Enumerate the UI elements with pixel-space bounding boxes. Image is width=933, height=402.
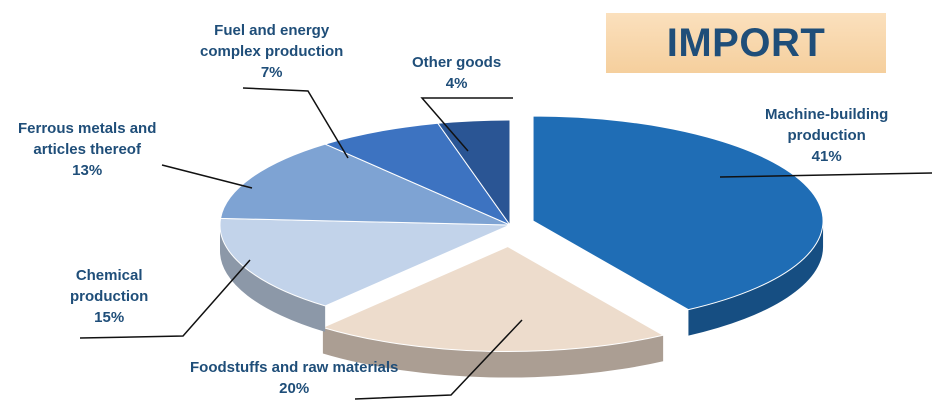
slice-side-foodstuffs [322,327,664,378]
slice-top-foodstuffs [321,245,665,353]
leader-line-fuel-energy [242,87,349,159]
slice-other-goods [436,119,511,227]
label-chemical: Chemical production 15% [70,265,148,328]
leader-line-machine-building [719,172,933,178]
label-line: Machine-building [765,106,889,123]
percent-label: 41% [811,148,842,165]
slice-top-fuel-energy [323,122,512,227]
label-line: Chemical [75,267,143,284]
slice-top-other-goods [436,119,511,227]
label-line: Ferrous metals and [18,120,157,137]
slice-machine-building [532,115,824,336]
percent-label: 13% [72,162,103,179]
slice-side-machine-building [688,220,824,336]
title-banner: IMPORT [606,13,886,73]
label-line: Foodstuffs and raw materials [190,359,399,376]
slice-ferrous-metals [219,143,511,226]
percent-label: 20% [279,380,310,397]
percent-label: 15% [94,309,125,326]
label-foodstuffs: Foodstuffs and raw materials 20% [190,357,398,399]
slice-foodstuffs [321,245,665,378]
label-line: Other goods [412,54,502,71]
leader-lines [79,87,933,400]
slice-side-chemical [220,225,326,332]
leader-line-chemical [79,259,251,339]
label-machine-building: Machine-building production 41% [765,104,888,167]
pie-slices [219,115,824,378]
label-other-goods: Other goods 4% [412,52,501,94]
chart-title: IMPORT [666,21,826,65]
label-line: complex production [200,43,344,60]
slice-top-ferrous-metals [219,143,511,226]
slice-top-machine-building [532,115,824,311]
label-fuel-energy: Fuel and energy complex production 7% [200,20,343,83]
slice-fuel-energy [323,122,512,227]
percent-label: 7% [260,64,283,81]
leader-line-foodstuffs [354,319,523,400]
label-line: articles thereof [33,141,141,158]
label-ferrous-metals: Ferrous metals and articles thereof 13% [18,118,156,181]
label-line: production [70,288,149,305]
leader-line-other-goods [420,97,513,152]
percent-label: 4% [445,75,468,92]
label-line: Fuel and energy [214,22,330,39]
label-line: production [787,127,866,144]
leader-line-ferrous-metals [161,164,253,189]
